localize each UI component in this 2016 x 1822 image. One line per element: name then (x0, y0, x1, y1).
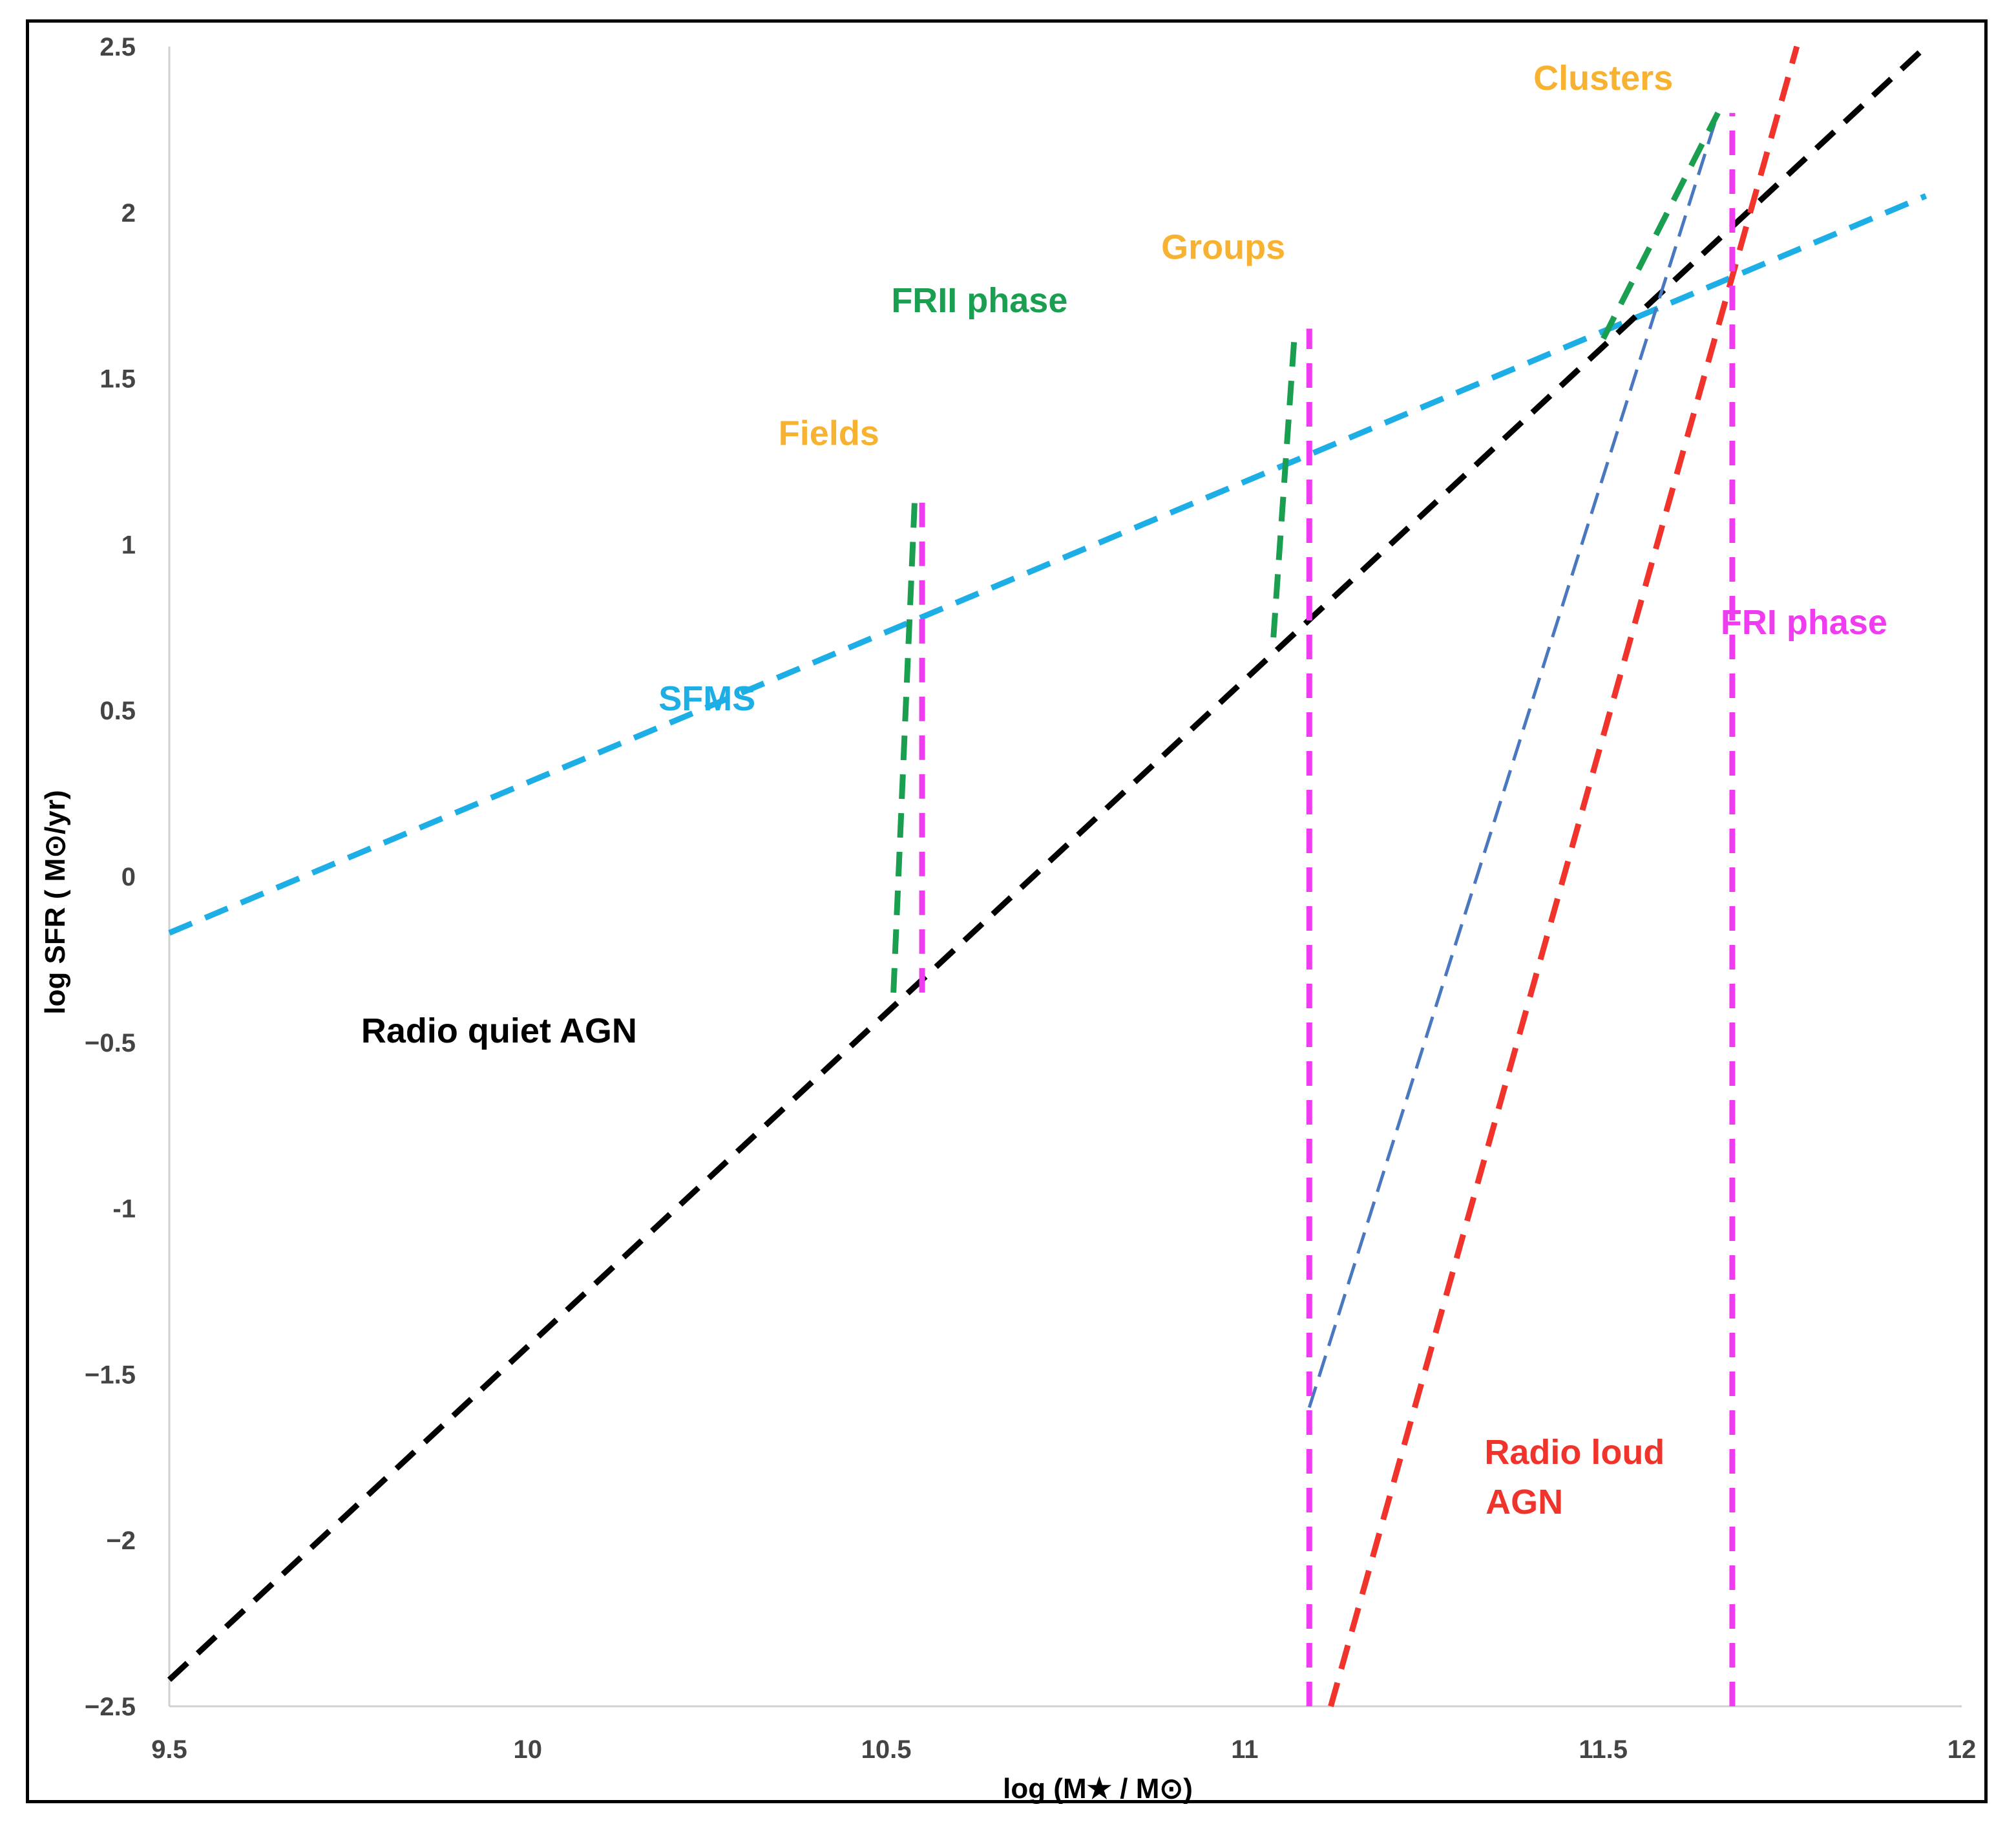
y-tick-label: −1.5 (85, 1361, 136, 1389)
series-line-radio-quiet-agn (167, 44, 1928, 1682)
y-tick-label: 0 (121, 863, 136, 891)
x-axis-title: log (M★ / M⊙) (1003, 1773, 1193, 1805)
series-line-frii-field (890, 494, 918, 993)
y-tick-label: −2.5 (85, 1693, 136, 1721)
annotation-groups: Groups (1161, 228, 1285, 267)
x-tick-label: 11.5 (1579, 1735, 1628, 1764)
series-line-sfms (168, 193, 1927, 936)
y-tick-label: 2.5 (100, 33, 136, 61)
annotation-agn: AGN (1486, 1483, 1563, 1521)
x-tick-label: 12 (1948, 1735, 1977, 1764)
annotation-fri-phase: FRI phase (1721, 603, 1887, 642)
x-tick-label: 10 (514, 1735, 543, 1764)
y-tick-label: −2 (106, 1527, 136, 1555)
x-tick-label: 10.5 (861, 1735, 912, 1764)
y-tick-label: 1.5 (100, 365, 136, 394)
annotation-sfms: SFMS (658, 679, 755, 718)
x-tick-label: 11 (1231, 1735, 1258, 1764)
annotation-clusters: Clusters (1533, 59, 1673, 98)
y-tick-label: 1 (121, 531, 136, 559)
y-axis-title: log SFR ( M⊙/yr) (39, 790, 71, 1014)
tick-layer: 9.5 10 10.5 11 11.5 12−2.5−2−1.5-1−0.500.511.… (85, 33, 1976, 1764)
annotation-fields: Fields (779, 414, 879, 452)
series-layer (167, 44, 1928, 1708)
y-tick-label: 2 (121, 199, 136, 228)
annotation-frii-phase: FRII phase (891, 281, 1067, 320)
y-tick-label: 0.5 (100, 697, 136, 725)
annotation-radio-loud: Radio loud (1484, 1433, 1664, 1472)
x-tick-label: 9.5 (151, 1735, 187, 1764)
annotation-layer: Clusters Groups FRII phase Fields SFMS FRI ph… (361, 59, 1887, 1521)
y-tick-label: −0.5 (85, 1029, 136, 1057)
y-tick-label: -1 (112, 1195, 136, 1223)
series-line-radio-loud-agn (1328, 45, 1800, 1708)
series-line-frii-cluster (1601, 111, 1721, 341)
chart-frame (26, 19, 1988, 1803)
annotation-radio-quiet-agn: Radio quiet AGN (361, 1012, 637, 1050)
series-line-frii-group (1270, 328, 1298, 638)
series-line-blue-thin (1307, 112, 1720, 1408)
